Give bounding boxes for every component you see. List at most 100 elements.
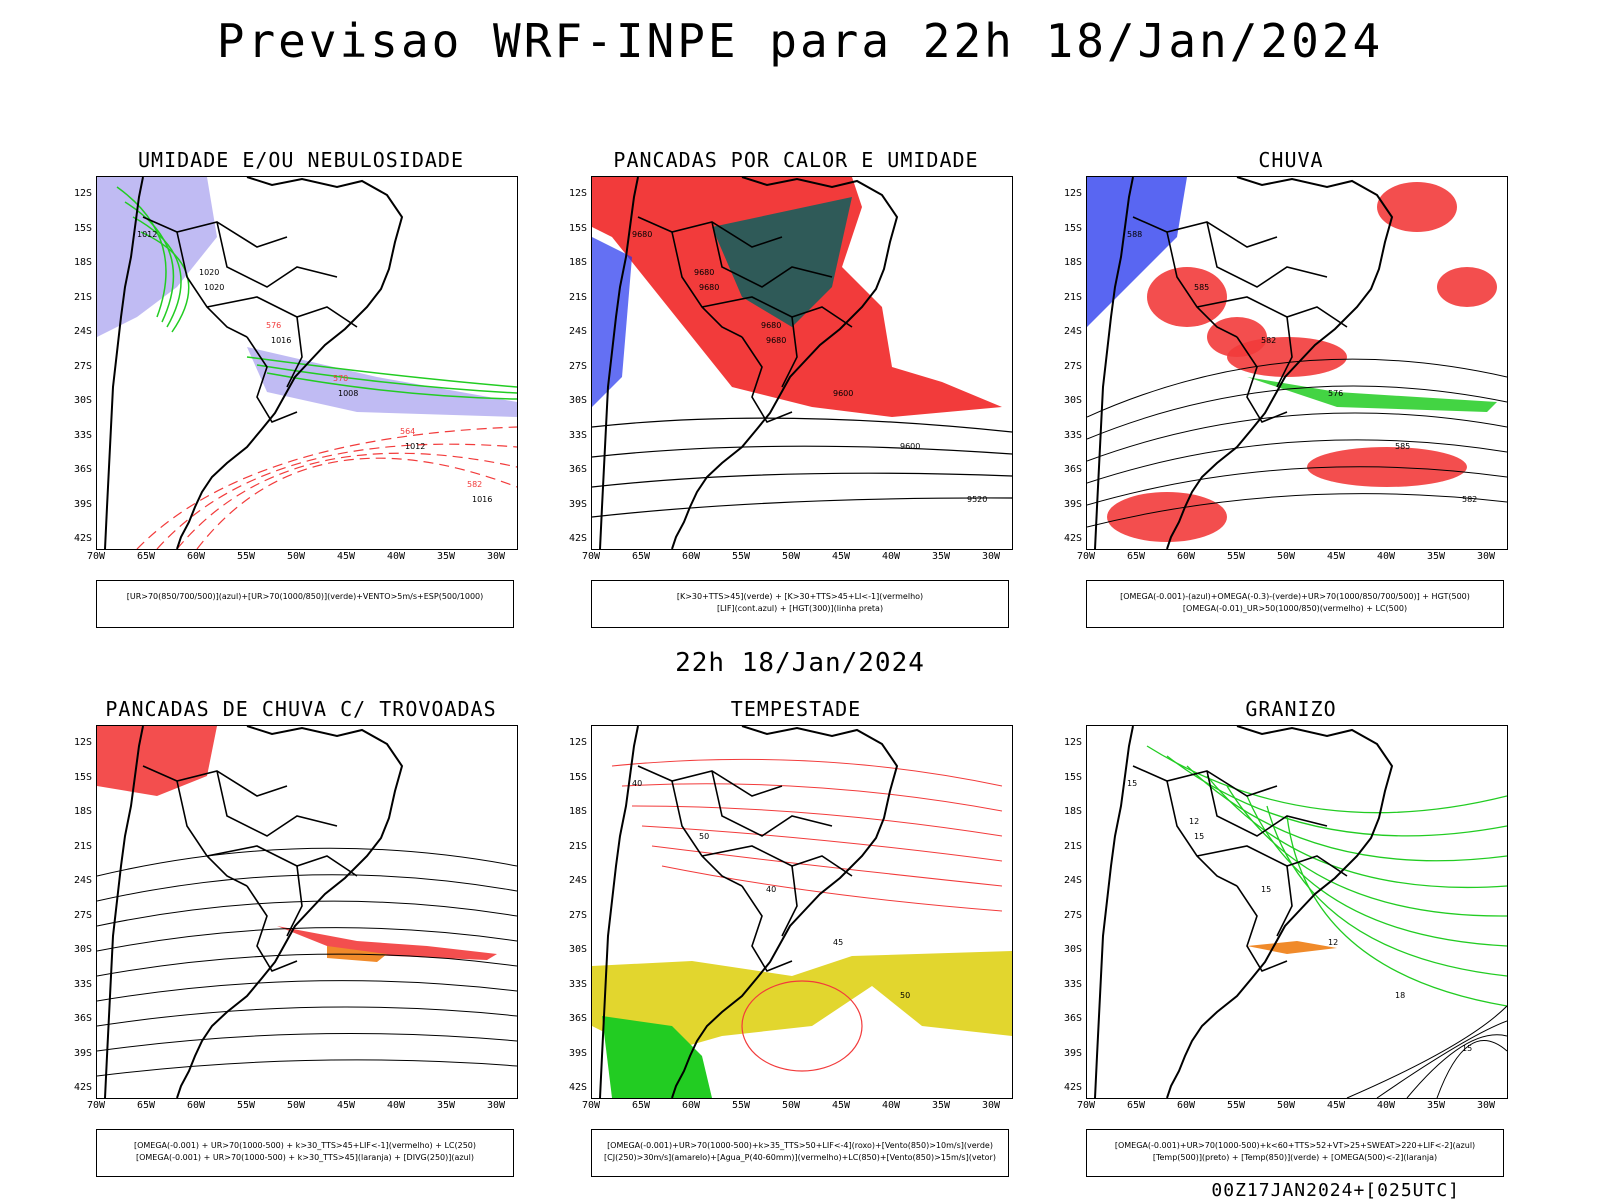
lat-label: 18S	[1063, 257, 1082, 268]
streamline	[97, 1059, 517, 1077]
country-border	[637, 765, 783, 797]
contour-label: 9680	[699, 283, 719, 292]
legend-line: [UR>70(850/700/500)](azul)+[UR>70(1000/8…	[126, 592, 484, 601]
lat-label: 15S	[568, 222, 587, 234]
streamline	[97, 1006, 517, 1027]
thickness-contour	[176, 452, 517, 549]
legend-line: [CJ(250)>30m/s](amarelo)+[Agua_P(40-60mm…	[604, 1153, 996, 1162]
lon-label: 70W	[1076, 1100, 1096, 1111]
panel-umidade: UMIDADE E/OU NEBULOSIDADE 1012 1020 1016 10…	[66, 148, 536, 628]
map-area	[96, 725, 518, 1099]
contour-label: 9680	[761, 321, 781, 330]
country-border	[246, 885, 298, 972]
contour-label: 45	[833, 938, 843, 947]
legend-line: [Temp(500)](preto) + [Temp(850)](verde) …	[1152, 1153, 1438, 1162]
country-border	[1276, 316, 1293, 388]
lat-label: 15S	[1063, 222, 1082, 234]
streamline	[97, 847, 517, 877]
country-border	[176, 780, 248, 887]
lat-label: 21S	[73, 291, 92, 303]
lon-label: 65W	[136, 551, 156, 562]
pressure-contour	[611, 758, 1003, 787]
lat-label: 12S	[73, 188, 92, 199]
storm-field	[97, 726, 217, 796]
lat-label: 39S	[568, 1047, 587, 1059]
lon-label: 55W	[1226, 551, 1246, 562]
temp850-contour	[1286, 815, 1507, 1007]
contour-label: 1016	[271, 336, 291, 345]
lat-label: 24S	[73, 326, 92, 337]
lon-label: 65W	[1126, 1100, 1146, 1111]
contour-label: 585	[1395, 442, 1410, 451]
temp850-contour	[1166, 755, 1507, 837]
lat-label: 15S	[73, 771, 92, 783]
contour-label: 50	[900, 991, 910, 1000]
lat-label: 42S	[73, 533, 92, 544]
lon-label: 40W	[386, 551, 406, 562]
contour-label: 9680	[694, 268, 714, 277]
contour-label: 9680	[766, 336, 786, 345]
temp500-contour	[1406, 1034, 1507, 1098]
rain-field	[1107, 492, 1227, 542]
contour-label: 18	[1395, 991, 1405, 1000]
lat-label: 36S	[73, 464, 92, 475]
lat-label: 27S	[568, 909, 587, 921]
coastline	[104, 726, 404, 1098]
lon-label: 30W	[1476, 1100, 1496, 1111]
contour-label: 564	[400, 427, 415, 436]
temp500-contour	[1346, 1005, 1507, 1098]
map-svg: 9680 9680 9680 9600 9600 9520 9680 9680	[592, 177, 1012, 549]
lon-label: 35W	[931, 551, 951, 562]
lon-label: 50W	[286, 551, 306, 562]
lat-label: 18S	[568, 806, 587, 817]
streamline	[97, 953, 517, 977]
streamline	[97, 980, 517, 1002]
lon-label: 45W	[1326, 1100, 1346, 1111]
country-border	[1196, 845, 1348, 877]
map-area: 1012 1020 1016 1008 1012 1016 1020 576 570 564 582	[96, 176, 518, 550]
contour-label: 1012	[405, 442, 425, 451]
lon-label: 50W	[1276, 551, 1296, 562]
lat-label: 39S	[568, 498, 587, 510]
contour-label: 12	[1189, 817, 1199, 826]
coastline	[1094, 177, 1394, 549]
panel-title: CHUVA	[1258, 148, 1324, 172]
country-border	[216, 221, 338, 288]
lat-label: 27S	[1063, 909, 1082, 921]
lon-label: 60W	[681, 1100, 701, 1111]
coastline	[104, 177, 404, 549]
contour-label: 582	[467, 480, 482, 489]
lon-label: 50W	[781, 551, 801, 562]
panel-chuva: CHUVA 588 585 582 576 585 582 [OMEGA(-0.001)-…	[1056, 148, 1526, 628]
country-border	[711, 770, 833, 837]
lat-label: 33S	[1063, 978, 1082, 990]
map-area: 588 585 582 576 585 582	[1086, 176, 1508, 550]
contour-label: 9680	[632, 230, 652, 239]
lon-label: 30W	[981, 551, 1001, 562]
lat-label: 27S	[73, 360, 92, 372]
contour-label: 1020	[199, 268, 219, 277]
coastline	[599, 726, 899, 1098]
panel-legend: [UR>70(850/700/500)](azul)+[UR>70(1000/8…	[96, 580, 514, 628]
streamline	[97, 1032, 517, 1052]
lat-label: 27S	[568, 360, 587, 372]
lat-label: 24S	[73, 875, 92, 886]
heat-field	[712, 197, 852, 327]
panel-trovoadas: PANCADAS DE CHUVA C/ TROVOADAS [OMEGA(-0…	[66, 697, 536, 1177]
lon-label: 50W	[781, 1100, 801, 1111]
humidity-contour	[266, 372, 517, 400]
temp850-contour	[1266, 805, 1507, 977]
lat-label: 36S	[73, 1013, 92, 1024]
lat-label: 30S	[1063, 395, 1082, 406]
lat-label: 36S	[568, 1013, 587, 1024]
lat-label: 21S	[1063, 291, 1082, 303]
lon-label: 50W	[286, 1100, 306, 1111]
contour-label: 15	[1462, 1044, 1472, 1053]
lon-label: 65W	[136, 1100, 156, 1111]
lat-label: 39S	[73, 498, 92, 510]
omega-field	[1087, 177, 1187, 327]
humidity-contour	[124, 201, 175, 323]
lat-label: 42S	[1063, 1082, 1082, 1093]
rain-field	[1437, 267, 1497, 307]
temp500-contour	[1436, 1040, 1507, 1098]
